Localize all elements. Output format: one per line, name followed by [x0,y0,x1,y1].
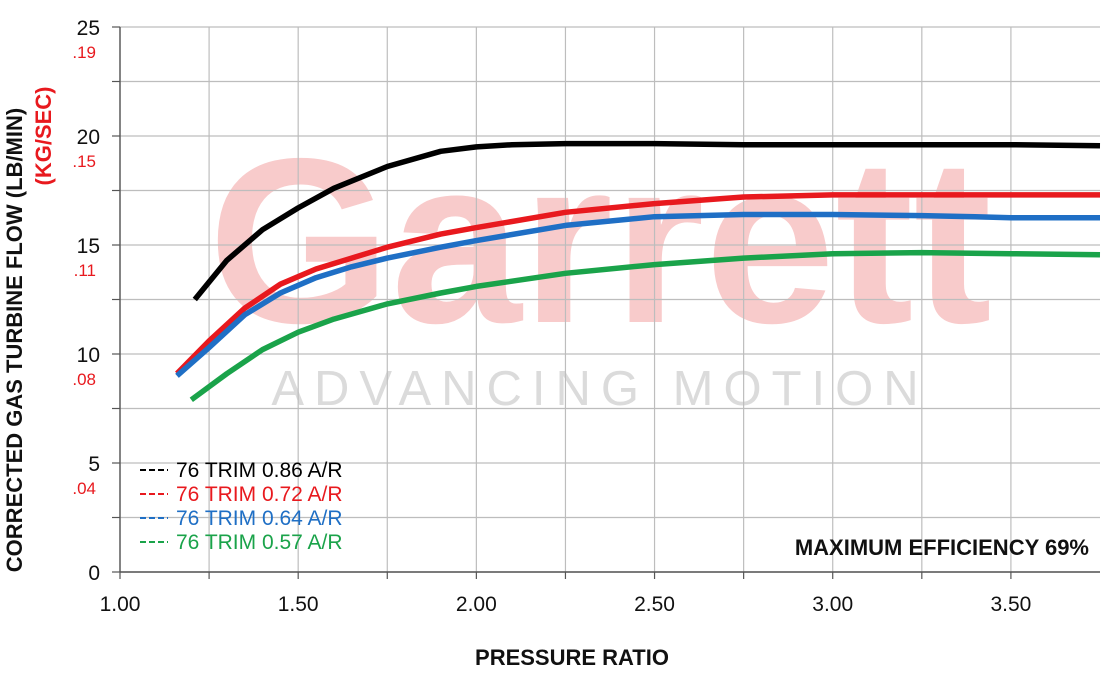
garrett-watermark-logo: Garrett [208,109,992,372]
series-line-3 [175,211,1100,378]
legend-label-1: 76 TRIM 0.86 A/R [176,459,343,482]
y-tick-label: 0 [88,562,100,585]
legend: 76 TRIM 0.86 A/R76 TRIM 0.72 A/R76 TRIM … [140,459,343,554]
y-tick-label: 15 [77,235,100,258]
max-efficiency-annotation: MAXIMUM EFFICIENCY 69% [795,535,1089,560]
legend-label-4: 76 TRIM 0.57 A/R [176,531,343,554]
axes: 1.00 1.50 2.00 2.50 3.00 3.50 0 5 10 15 20 25 .04 .08… [72,17,1100,616]
plot-area [175,140,1101,403]
series-line-1 [192,140,1101,302]
legend-label-2: 76 TRIM 0.72 A/R [176,483,343,506]
y-tick-label: 5 [88,453,100,476]
legend-label-3: 76 TRIM 0.64 A/R [176,507,343,530]
y-tick-label: 20 [77,126,100,149]
y-tick-label: 25 [77,17,100,40]
y-secondary-tick-label: .19 [72,43,96,62]
x-tick-label: 1.00 [100,593,141,616]
y-secondary-tick-label: .11 [74,261,96,280]
x-tick-label: 2.50 [634,593,675,616]
x-tick-label: 3.00 [812,593,853,616]
watermark: Garrett ADVANCING MOTION [208,109,992,416]
y-axis-label: CORRECTED GAS TURBINE FLOW (LB/MIN) [2,108,27,572]
x-tick-label: 1.50 [278,593,319,616]
grid [119,26,1100,573]
x-tick-label: 2.00 [456,593,497,616]
y-axis-secondary-label: (KG/SEC) [31,87,56,186]
y-secondary-tick-label: .08 [72,370,96,389]
x-axis-label: PRESSURE RATIO [475,645,669,670]
series-line-4 [189,249,1101,403]
y-secondary-tick-label: .15 [72,152,96,171]
y-secondary-tick-label: .04 [72,479,96,498]
y-tick-label: 10 [77,344,100,367]
series-line-2 [175,192,1100,376]
x-tick-label: 3.50 [990,593,1031,616]
advancing-motion-watermark: ADVANCING MOTION [271,362,928,416]
